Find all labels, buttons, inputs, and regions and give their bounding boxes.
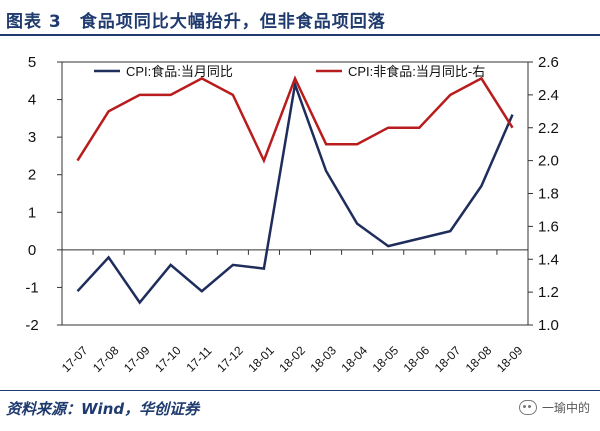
left-axis: -2 -1 0 1 2 3 4 5 [25, 54, 62, 334]
figure-title: 图表 3 食品项同比大幅抬升，但非食品项回落 [6, 12, 386, 32]
x-tick-label: 17-11 [183, 343, 214, 374]
left-tick-label: 5 [28, 54, 36, 71]
title-rule [0, 34, 600, 36]
right-axis: 1.0 1.2 1.4 1.6 1.8 2.0 2.2 2.4 2.6 [528, 54, 559, 334]
chart: -2 -1 0 1 2 3 4 5 1.0 1.2 1.4 1.6 1.8 2.0 2.2 2.4 2.6 1… [25, 54, 559, 375]
x-axis: 17-07 17-08 17-09 17-10 17-11 17-12 18-01 18-02… [59, 249, 529, 375]
x-tick-label: 18-02 [276, 343, 308, 375]
x-tick-label: 18-07 [432, 343, 464, 375]
right-tick-label: 2.4 [538, 87, 559, 104]
right-tick-label: 1.0 [538, 317, 559, 334]
legend-label: CPI:食品:当月同比 [126, 64, 233, 79]
x-tick-label: 18-08 [463, 343, 495, 375]
legend: CPI:食品:当月同比 CPI:非食品:当月同比-右 [94, 64, 485, 79]
series-lines [76, 75, 514, 305]
x-tick-label: 18-01 [245, 343, 277, 375]
x-tick-label: 18-05 [370, 343, 402, 375]
source-rule [0, 390, 600, 391]
title-bar: 图表 3 食品项同比大幅抬升，但非食品项回落 [0, 0, 600, 36]
watermark: 一瑜中的 [518, 399, 590, 416]
x-tick-label: 18-04 [338, 343, 370, 375]
source-note: 资料来源：Wind，华创证券 [6, 400, 200, 418]
right-tick-label: 1.4 [538, 251, 559, 268]
x-tick-label: 17-09 [121, 343, 153, 375]
left-tick-label: 1 [28, 204, 36, 221]
left-tick-label: 2 [28, 167, 36, 184]
plot-area [61, 61, 529, 326]
series-line-food [76, 79, 514, 305]
left-tick-label: 0 [28, 242, 36, 259]
series-line-nonfood [76, 75, 514, 164]
plot-border [61, 61, 529, 326]
right-tick-label: 2.0 [538, 153, 559, 170]
x-tick-label: 18-06 [401, 343, 433, 375]
right-tick-label: 2.2 [538, 120, 559, 137]
left-tick-label: 4 [28, 92, 36, 109]
legend-label: CPI:非食品:当月同比-右 [348, 64, 485, 79]
x-tick-label: 18-09 [494, 343, 526, 375]
right-tick-label: 1.6 [538, 218, 559, 235]
right-tick-label: 1.2 [538, 284, 559, 301]
left-tick-label: -2 [25, 317, 38, 334]
chat-bubble-icon [518, 400, 537, 415]
x-tick-label: 17-10 [152, 343, 184, 375]
x-tick-label: 17-07 [59, 343, 91, 375]
left-tick-label: -1 [25, 279, 38, 296]
right-tick-label: 1.8 [538, 186, 559, 203]
x-tick-label: 17-08 [90, 343, 122, 375]
left-tick-label: 3 [28, 129, 36, 146]
x-tick-label: 17-12 [214, 343, 246, 375]
x-tick-label: 18-03 [307, 343, 339, 375]
right-tick-label: 2.6 [538, 54, 559, 71]
watermark-text: 一瑜中的 [541, 401, 590, 415]
